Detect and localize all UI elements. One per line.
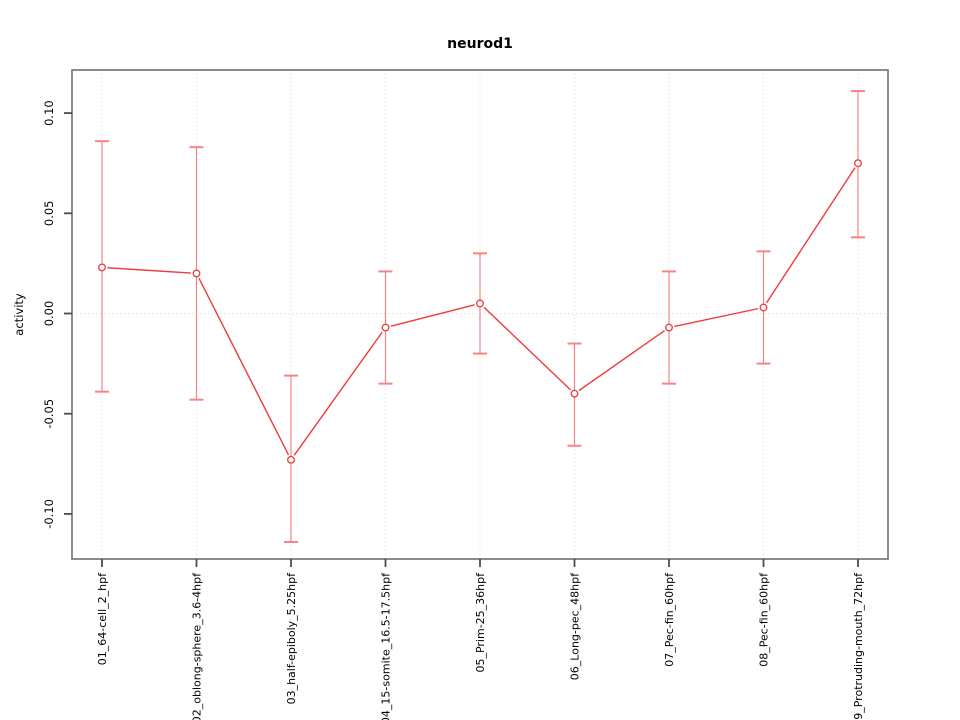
series-segment xyxy=(107,267,192,274)
x-tick-label: 04_15-somite_16.5-17.5hpf xyxy=(379,572,392,720)
data-point-marker xyxy=(665,323,673,332)
series-segment xyxy=(293,331,383,456)
data-point-marker xyxy=(98,263,106,272)
series-segment xyxy=(390,304,475,327)
y-tick-label: 0.00 xyxy=(42,301,56,327)
y-tick-label: -0.05 xyxy=(42,399,56,429)
data-point-marker xyxy=(287,455,295,464)
series-segment xyxy=(765,167,856,304)
x-tick-label: 06_Long-pec_48hpf xyxy=(568,572,581,680)
x-tick-label: 03_half-epiboly_5.25hpf xyxy=(285,572,298,705)
y-tick-label: -0.10 xyxy=(42,499,56,529)
series-segment xyxy=(198,278,290,456)
y-tick-label: 0.10 xyxy=(42,100,56,126)
x-tick-label: 05_Prim-25_36hpf xyxy=(474,572,487,673)
data-point-marker xyxy=(476,299,484,308)
x-tick-label: 09_Protruding-mouth_72hpf xyxy=(852,572,865,720)
x-tick-label: 07_Pec-fin_60hpf xyxy=(663,572,676,667)
series-segment xyxy=(483,306,572,391)
chart-title: neurod1 xyxy=(447,36,513,52)
x-tick-label: 08_Pec-fin_60hpf xyxy=(757,572,770,667)
series-segment xyxy=(674,307,759,328)
x-tick-label: 02_oblong-sphere_3.6-4hpf xyxy=(190,572,203,720)
data-point-marker xyxy=(759,303,768,312)
data-point-marker xyxy=(854,159,862,168)
y-tick-label: 0.05 xyxy=(42,200,56,226)
y-axis-title: activity xyxy=(12,293,26,336)
x-tick-label: 01_64-cell_2_hpf xyxy=(96,572,109,665)
data-point-marker xyxy=(381,323,390,332)
series-segment xyxy=(578,330,665,392)
data-point-marker xyxy=(192,269,201,278)
data-point-marker xyxy=(570,389,579,398)
